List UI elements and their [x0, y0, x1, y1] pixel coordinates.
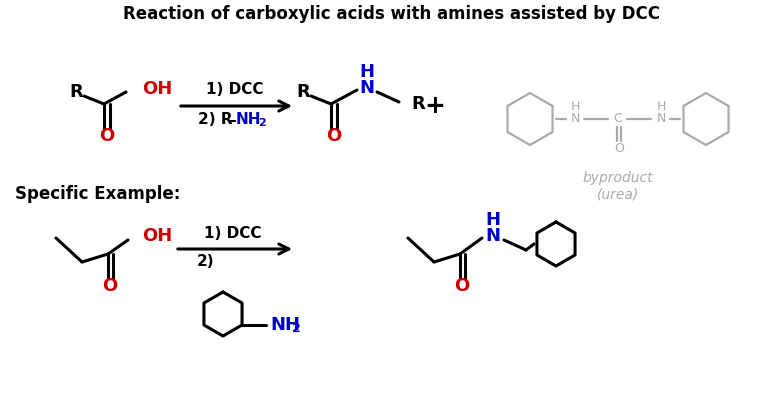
- Text: R: R: [296, 83, 310, 101]
- Text: 2: 2: [258, 118, 266, 128]
- Text: R: R: [69, 83, 83, 101]
- Text: O: O: [455, 277, 470, 295]
- Text: NH: NH: [270, 316, 300, 334]
- Text: O: O: [100, 127, 114, 145]
- Text: 2) R: 2) R: [198, 112, 233, 128]
- Text: OH: OH: [142, 227, 172, 245]
- Text: 2: 2: [292, 322, 301, 335]
- Text: Reaction of carboxylic acids with amines assisted by DCC: Reaction of carboxylic acids with amines…: [124, 5, 660, 23]
- Text: –: –: [228, 112, 236, 128]
- Text: Specific Example:: Specific Example:: [15, 185, 180, 203]
- Text: N: N: [360, 79, 375, 97]
- Text: +: +: [425, 94, 445, 118]
- Text: H: H: [656, 101, 666, 114]
- Text: O: O: [103, 277, 118, 295]
- Text: C: C: [614, 112, 622, 126]
- Text: O: O: [326, 127, 342, 145]
- Text: 1) DCC: 1) DCC: [206, 82, 263, 97]
- Text: OH: OH: [142, 80, 172, 98]
- Text: byproduct
(urea): byproduct (urea): [583, 171, 653, 201]
- Text: H: H: [485, 211, 500, 229]
- Text: N: N: [570, 112, 579, 126]
- Text: H: H: [570, 101, 579, 114]
- Text: NH: NH: [236, 112, 262, 128]
- Text: R: R: [411, 95, 425, 113]
- Text: 1) DCC: 1) DCC: [205, 227, 262, 242]
- Text: H: H: [360, 63, 375, 81]
- Text: 2): 2): [197, 253, 215, 269]
- Text: N: N: [485, 227, 500, 245]
- Text: O: O: [614, 141, 624, 154]
- Text: N: N: [656, 112, 666, 126]
